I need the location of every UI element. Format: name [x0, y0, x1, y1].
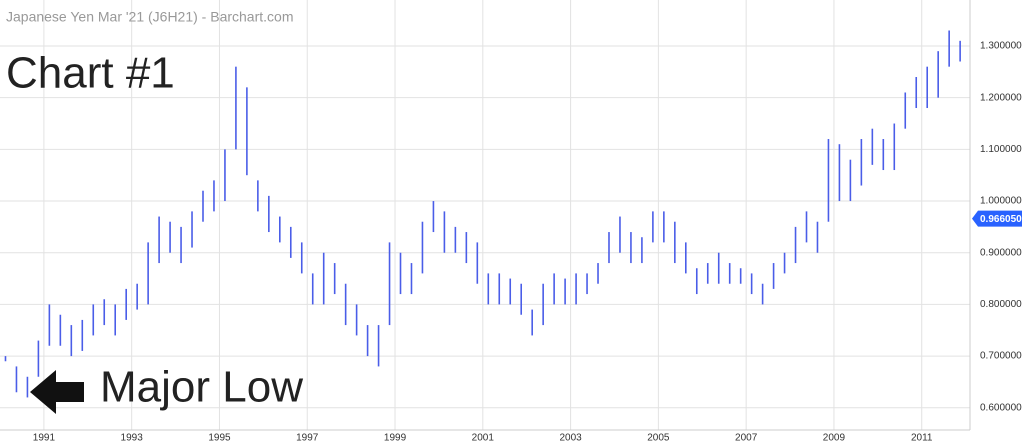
- y-tick-label: 1.100000: [980, 144, 1022, 155]
- x-tick-label: 1995: [208, 433, 231, 444]
- y-tick-label: 0.700000: [980, 351, 1022, 362]
- x-tick-label: 2007: [735, 433, 758, 444]
- y-tick-label: 1.300000: [980, 41, 1022, 52]
- x-tick-label: 1993: [121, 433, 144, 444]
- y-tick-label: 1.200000: [980, 92, 1022, 103]
- x-tick-label: 2001: [472, 433, 495, 444]
- annotation: Major Low: [100, 363, 303, 412]
- y-tick-label: 0.800000: [980, 299, 1022, 310]
- x-tick-label: 2005: [647, 433, 670, 444]
- x-tick-label: 1997: [296, 433, 319, 444]
- x-tick-label: 1991: [33, 433, 56, 444]
- y-tick-label: 0.900000: [980, 247, 1022, 258]
- chart-title: Japanese Yen Mar '21 (J6H21) - Barchart.…: [6, 9, 294, 25]
- x-tick-label: 2003: [559, 433, 582, 444]
- x-tick-label: 2009: [823, 433, 846, 444]
- y-tick-label: 1.000000: [980, 196, 1022, 207]
- arrow: [30, 370, 84, 414]
- y-tick-label: 0.600000: [980, 402, 1022, 413]
- price-label: 0.966050: [980, 214, 1022, 225]
- price-badge: [972, 210, 1022, 227]
- x-tick-label: 1999: [384, 433, 407, 444]
- x-tick-label: 2011: [911, 433, 933, 444]
- annotation: Chart #1: [6, 49, 175, 98]
